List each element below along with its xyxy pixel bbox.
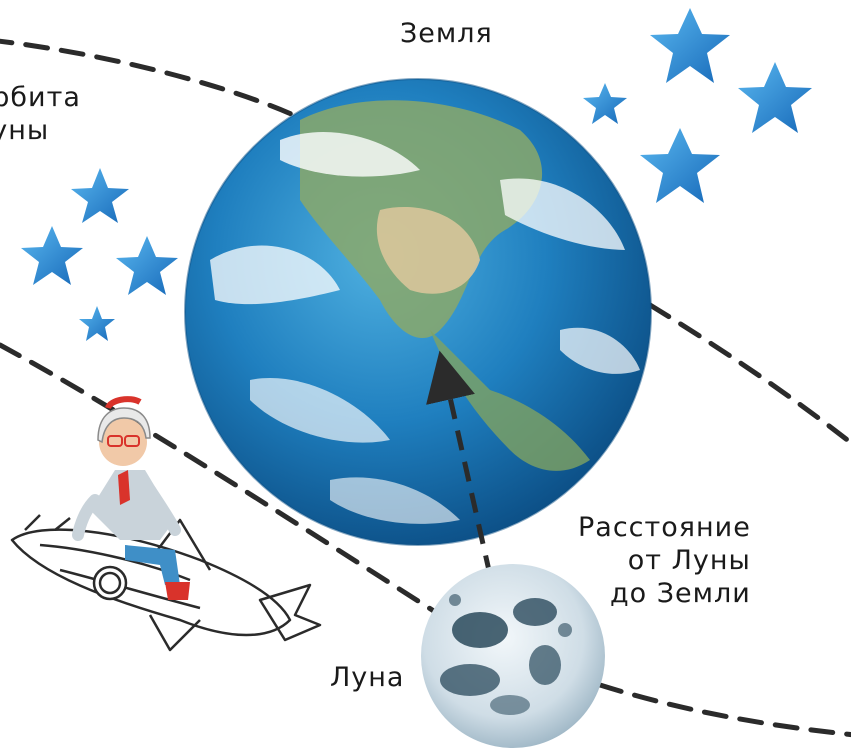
astronaut-figure <box>72 396 190 600</box>
orbit-path-right <box>647 302 851 447</box>
orbit-path-lower-right <box>597 682 851 738</box>
distance-label: Расстояние от Луны до Земли <box>578 512 751 609</box>
star-icon <box>71 168 129 223</box>
orbit-path-upper <box>0 38 303 121</box>
star-icon <box>583 83 627 124</box>
earth <box>184 78 652 546</box>
star-icon <box>21 226 83 285</box>
distance-arrow <box>426 350 493 576</box>
star-icon <box>650 8 730 83</box>
star-icon <box>116 236 178 295</box>
star-icon <box>640 128 720 203</box>
orbit-path-lower-left <box>0 342 443 618</box>
star-group-right <box>583 8 812 203</box>
rocket-icon <box>10 514 322 652</box>
star-group-left <box>21 168 178 341</box>
moon <box>421 564 605 748</box>
orbit-label: Орбита Луны <box>0 82 81 146</box>
earth-label: Земля <box>400 18 493 49</box>
moon-label: Луна <box>330 662 405 693</box>
star-icon <box>738 62 812 133</box>
star-icon <box>79 306 115 341</box>
